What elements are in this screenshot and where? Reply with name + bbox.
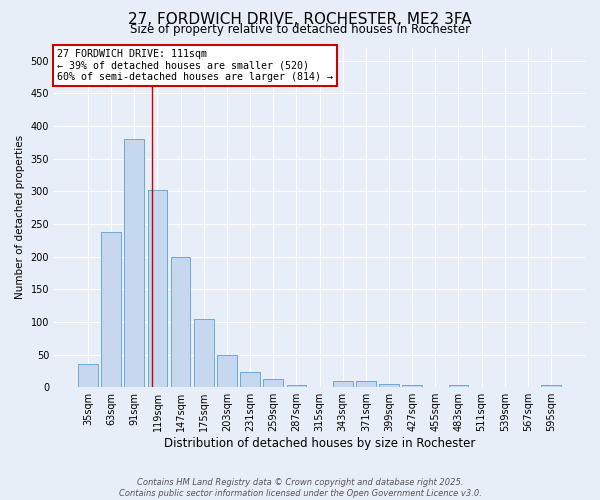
Bar (124, 139, 144, 387)
Bar (379, 384, 399, 387)
Bar (194, 318, 214, 387)
Bar (449, 385, 468, 387)
Bar (402, 385, 422, 387)
Bar (78, 364, 98, 387)
X-axis label: Distribution of detached houses by size in Rochester: Distribution of detached houses by size … (164, 437, 475, 450)
Bar (541, 385, 561, 387)
Bar (333, 380, 353, 387)
Y-axis label: Number of detached properties: Number of detached properties (15, 136, 25, 300)
Text: Contains HM Land Registry data © Crown copyright and database right 2025.
Contai: Contains HM Land Registry data © Crown c… (119, 478, 481, 498)
Text: 27, FORDWICH DRIVE, ROCHESTER, ME2 3FA: 27, FORDWICH DRIVE, ROCHESTER, ME2 3FA (128, 12, 472, 28)
Bar (171, 256, 190, 387)
Bar (287, 385, 306, 387)
Bar (240, 372, 260, 387)
Bar (101, 232, 121, 387)
Bar (263, 378, 283, 387)
Text: Size of property relative to detached houses in Rochester: Size of property relative to detached ho… (130, 22, 470, 36)
Bar (148, 190, 167, 387)
Bar (217, 354, 237, 387)
Bar (356, 380, 376, 387)
Text: 27 FORDWICH DRIVE: 111sqm
← 39% of detached houses are smaller (520)
60% of semi: 27 FORDWICH DRIVE: 111sqm ← 39% of detac… (56, 49, 332, 82)
